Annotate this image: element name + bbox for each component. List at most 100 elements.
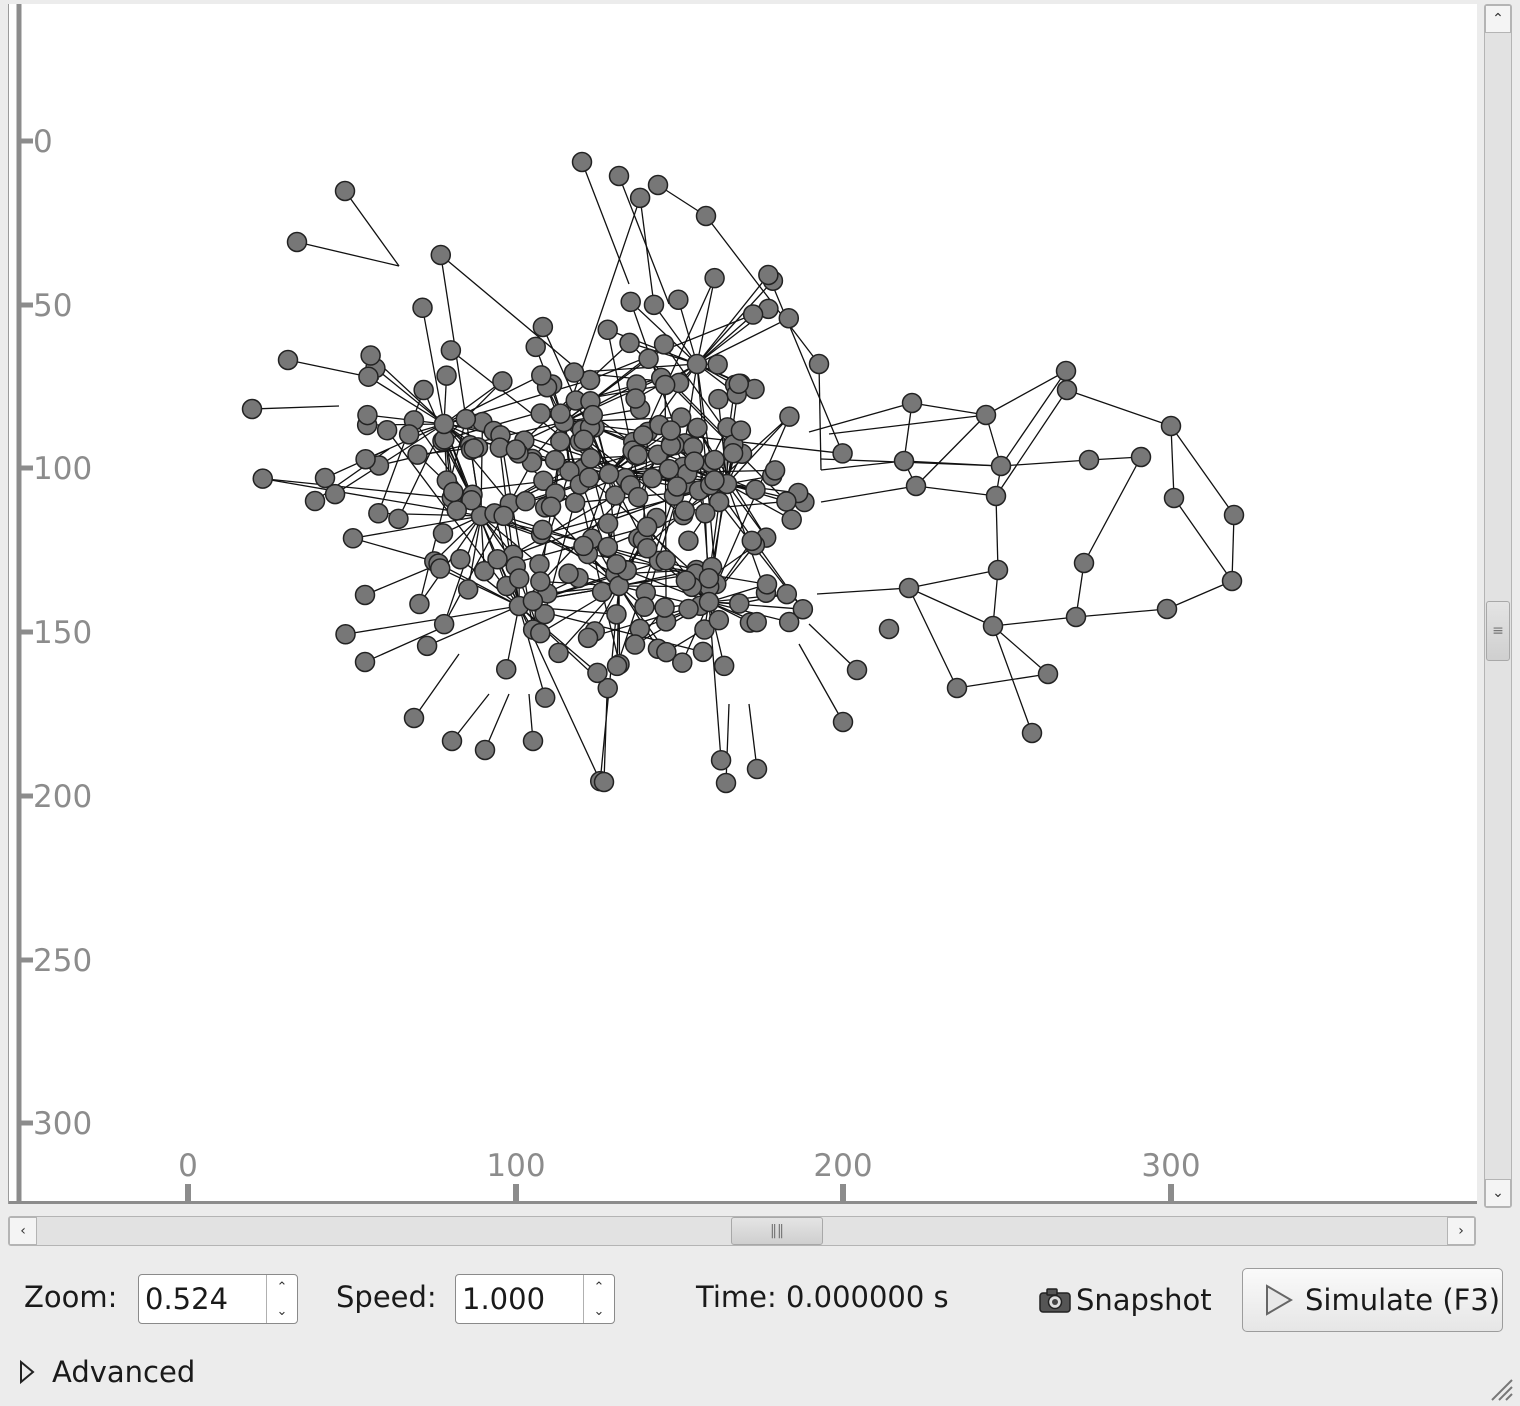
graph-node[interactable] — [1065, 606, 1087, 628]
graph-node[interactable] — [376, 419, 398, 441]
graph-node[interactable] — [729, 593, 750, 614]
graph-node[interactable] — [436, 365, 457, 386]
graph-node[interactable] — [684, 451, 705, 472]
zoom-input[interactable] — [139, 1275, 267, 1323]
graph-node[interactable] — [495, 659, 517, 680]
graph-node[interactable] — [591, 581, 613, 603]
graph-node[interactable] — [792, 598, 814, 620]
graph-node[interactable] — [634, 596, 655, 618]
graph-node[interactable] — [898, 577, 920, 599]
graph-node[interactable] — [832, 443, 853, 464]
graph-node[interactable] — [707, 354, 728, 375]
graph-node[interactable] — [704, 449, 725, 471]
graph-node[interactable] — [403, 707, 425, 729]
graph-node[interactable] — [629, 187, 651, 209]
graph-node[interactable] — [564, 492, 586, 513]
graph-node[interactable] — [398, 424, 420, 445]
graph-node[interactable] — [593, 771, 615, 793]
graph-node[interactable] — [598, 463, 620, 485]
speed-decrement-button[interactable]: ⌄ — [584, 1299, 614, 1323]
graph-node[interactable] — [597, 536, 619, 558]
graph-node[interactable] — [674, 500, 696, 521]
graph-node[interactable] — [982, 615, 1004, 637]
graph-node[interactable] — [474, 739, 496, 761]
graph-node[interactable] — [746, 758, 768, 780]
graph-node[interactable] — [655, 550, 677, 571]
graph-node[interactable] — [636, 538, 658, 559]
graph-node[interactable] — [779, 406, 800, 427]
graph-node[interactable] — [687, 417, 708, 439]
graph-node[interactable] — [544, 449, 566, 471]
graph-node[interactable] — [487, 549, 508, 570]
graph-node[interactable] — [606, 604, 627, 625]
graph-node[interactable] — [604, 485, 626, 506]
graph-node[interactable] — [636, 516, 658, 538]
graph-node[interactable] — [1221, 570, 1243, 592]
graph-node[interactable] — [304, 490, 326, 512]
speed-input[interactable] — [456, 1275, 584, 1323]
scroll-down-button[interactable]: ⌄ — [1485, 1179, 1511, 1207]
graph-node[interactable] — [548, 642, 569, 664]
graph-node[interactable] — [654, 597, 675, 618]
graph-node[interactable] — [388, 508, 409, 530]
graph-node[interactable] — [413, 379, 434, 401]
graph-node[interactable] — [1037, 663, 1059, 685]
graph-node[interactable] — [530, 622, 551, 644]
scroll-right-button[interactable]: › — [1447, 1217, 1475, 1245]
scroll-up-button[interactable]: ⌃ — [1485, 5, 1511, 33]
graph-node[interactable] — [698, 591, 720, 613]
graph-node[interactable] — [429, 558, 451, 579]
graph-node[interactable] — [1130, 446, 1152, 468]
graph-node[interactable] — [441, 730, 463, 752]
graph-node[interactable] — [1021, 722, 1043, 744]
graph-node[interactable] — [558, 563, 579, 584]
graph-node[interactable] — [730, 420, 752, 441]
graph-node[interactable] — [241, 398, 263, 420]
graph-node[interactable] — [534, 687, 556, 708]
graph-node[interactable] — [277, 349, 299, 371]
graph-node[interactable] — [778, 307, 800, 329]
graph-node[interactable] — [708, 609, 730, 631]
graph-node[interactable] — [559, 460, 580, 482]
graph-node[interactable] — [608, 165, 630, 187]
graph-node[interactable] — [686, 353, 708, 375]
graph-node[interactable] — [563, 362, 585, 383]
graph-node[interactable] — [530, 403, 551, 424]
graph-node[interactable] — [713, 655, 735, 677]
graph-node[interactable] — [334, 180, 356, 202]
graph-node[interactable] — [550, 431, 571, 452]
graph-node[interactable] — [1156, 598, 1178, 620]
graph-node[interactable] — [905, 475, 927, 497]
graph-node[interactable] — [692, 641, 714, 663]
graph-node[interactable] — [455, 408, 477, 430]
graph-node[interactable] — [573, 535, 594, 557]
graph-node[interactable] — [675, 570, 697, 591]
graph-node[interactable] — [708, 491, 730, 513]
graph-node[interactable] — [407, 444, 428, 465]
graph-node[interactable] — [893, 450, 915, 472]
graph-node[interactable] — [656, 641, 677, 663]
speed-increment-button[interactable]: ⌃ — [584, 1275, 614, 1299]
graph-node[interactable] — [620, 291, 641, 313]
graph-node[interactable] — [627, 486, 649, 508]
graph-node[interactable] — [627, 444, 648, 466]
graph-node[interactable] — [412, 297, 433, 319]
graph-node[interactable] — [534, 603, 555, 625]
graph-node[interactable] — [252, 468, 274, 489]
graph-node[interactable] — [508, 568, 530, 589]
graph-node[interactable] — [832, 711, 854, 733]
speed-spinner[interactable]: ⌃ ⌄ — [455, 1274, 615, 1324]
graph-node[interactable] — [722, 442, 744, 464]
graph-node[interactable] — [987, 559, 1009, 581]
graph-node[interactable] — [678, 530, 699, 551]
scroll-left-button[interactable]: ‹ — [9, 1217, 37, 1245]
graph-node[interactable] — [778, 611, 800, 633]
graph-node[interactable] — [522, 590, 544, 612]
graph-node[interactable] — [742, 304, 764, 325]
graph-node[interactable] — [638, 348, 659, 370]
graph-node[interactable] — [1163, 487, 1185, 509]
graph-node[interactable] — [461, 489, 482, 511]
graph-node[interactable] — [695, 503, 716, 524]
graph-node[interactable] — [710, 750, 732, 771]
graph-node[interactable] — [694, 619, 715, 640]
